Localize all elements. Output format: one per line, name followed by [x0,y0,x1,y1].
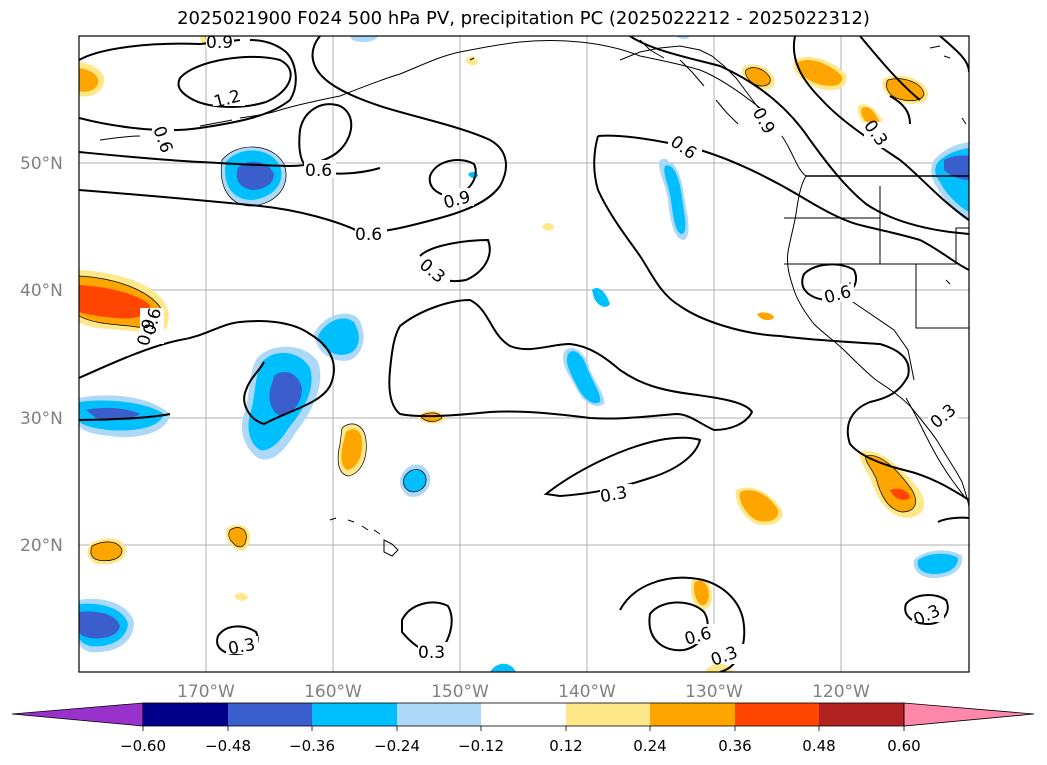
colorbar-segment [566,703,650,726]
colorbar-min-extend [12,703,143,726]
colorbar-segment [312,703,397,726]
latitude-labels: 50°N 40°N 30°N 20°N [20,154,63,556]
colorbar-tick: −0.24 [374,737,420,755]
lat-label: 20°N [20,536,63,556]
lon-label: 150°W [431,682,489,702]
colorbar-segment [481,703,566,726]
colorbar-segment [650,703,735,726]
colorbar-tick: −0.12 [458,737,504,755]
lon-label: 130°W [685,682,743,702]
colorbar-max-extend [904,703,1034,726]
lon-label: 140°W [558,682,616,702]
colorbar-tick: 0.24 [633,737,666,755]
colorbar-tick: −0.60 [120,737,166,755]
colorbar-segment [819,703,904,726]
lat-label: 50°N [20,154,63,174]
lon-label: 170°W [177,682,235,702]
colorbar-segment [228,703,312,726]
colorbar-tick: 0.48 [802,737,835,755]
colorbar-segment [143,703,228,726]
contour-label: 0.6 [355,225,382,245]
map-area [79,36,969,672]
longitude-labels: 170°W 160°W 150°W 140°W 130°W 120°W [177,682,870,702]
lat-label: 30°N [20,409,63,429]
colorbar-tick: −0.48 [205,737,251,755]
colorbar-tick: 0.60 [887,737,920,755]
contour-label: 0.6 [305,161,332,181]
colorbar-tick: −0.36 [289,737,335,755]
map-figure: 0.9 1.2 0.6 0.6 0.9 0.6 0.3 0.6 0.9 0.3 … [0,0,1047,765]
colorbar-tick: 0.12 [549,737,582,755]
lon-label: 120°W [812,682,870,702]
colorbar-segment [735,703,819,726]
colorbar: −0.60 −0.48 −0.36 −0.24 −0.12 0.12 0.24 … [12,703,1034,755]
colorbar-segment [397,703,481,726]
lat-label: 40°N [20,281,63,301]
contour-label: 0.3 [418,643,445,663]
lon-label: 160°W [304,682,362,702]
colorbar-tick: 0.36 [718,737,751,755]
